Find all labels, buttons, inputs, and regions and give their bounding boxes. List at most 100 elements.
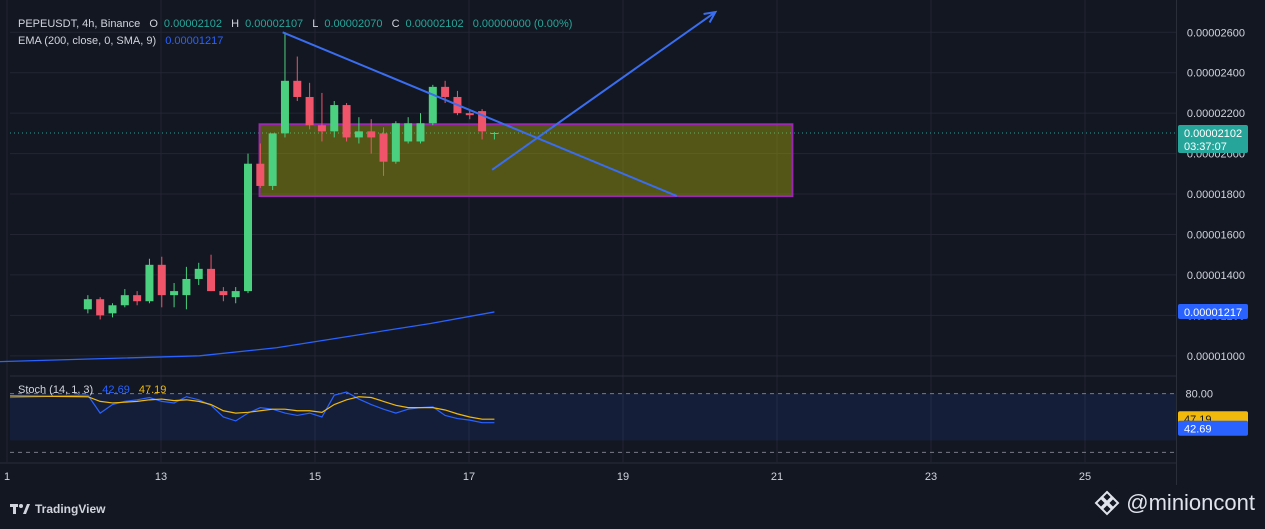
close-value: 0.00002102 [405,18,464,30]
candle[interactable] [231,287,240,304]
tradingview-logo[interactable]: TradingView [10,502,105,516]
ema-line [0,311,495,363]
stoch-label: Stoch (14, 1, 3) [18,384,94,396]
last-price-badge-bg [1178,124,1248,153]
candle-body [428,86,437,124]
candle[interactable] [354,117,363,144]
candle-body [416,123,425,142]
candle-body [379,133,388,162]
y-tick-label: 0.00002200 [1187,108,1245,120]
candle-body [317,125,326,132]
ema-polyline [0,311,495,363]
candle-body [133,295,142,302]
candle[interactable] [391,121,400,164]
candle[interactable] [379,127,388,176]
candle[interactable] [96,297,105,320]
candle[interactable] [280,32,289,138]
candle[interactable] [305,82,314,130]
candle[interactable] [170,283,179,308]
stoch-upper-label: 80.00 [1185,389,1213,401]
arrow-head[interactable] [703,10,718,24]
x-tick-label: 21 [771,471,783,483]
x-tick-label: 1 [4,471,10,483]
candle-body [342,105,351,138]
ema-value: 0.00001217 [165,35,224,47]
stoch-d-line [9,395,495,420]
candle-body [391,123,400,162]
candle[interactable] [108,303,117,318]
last-price-badge-text: 0.00002102 [1184,128,1242,140]
candle[interactable] [120,289,129,308]
y-tick-label: 0.00001800 [1187,189,1245,201]
candle-body [170,291,179,296]
drawings[interactable] [282,10,718,197]
x-tick-label: 17 [463,471,475,483]
candle[interactable] [404,117,413,144]
candle-body [83,299,92,310]
candle-body [231,291,240,298]
candle[interactable] [293,56,302,102]
candle-body [194,268,203,279]
x-tick-label: 23 [925,471,937,483]
tradingview-icon [10,504,30,514]
stoch-panel [9,391,1176,453]
open-label: O [149,18,158,30]
x-tick-label: 19 [617,471,629,483]
candle[interactable] [268,133,277,190]
candle[interactable] [207,254,216,292]
candle[interactable] [145,258,154,304]
x-tick-label: 15 [309,471,321,483]
candle-body [207,268,216,292]
candle[interactable] [256,143,265,188]
high-label: H [231,18,240,30]
candle-body [293,80,302,97]
candle-body [367,131,376,138]
candle[interactable] [182,266,191,310]
candle-body [330,105,339,132]
candle[interactable] [83,295,92,314]
ema-price-badge-text: 0.00001217 [1184,307,1242,319]
candle-body [108,305,117,314]
candle[interactable] [342,103,351,142]
support-zone-rectangle[interactable] [258,123,794,198]
candle[interactable] [219,287,228,302]
candle[interactable] [428,84,437,126]
candle-body [280,80,289,134]
candle-body [256,163,265,186]
stoch-k-badge: 42.69 [1178,420,1248,436]
open-value: 0.00002102 [163,18,223,30]
candle-body [268,133,277,186]
candle[interactable] [133,291,142,306]
candle-body [120,295,129,306]
binance-icon [1094,490,1120,516]
candle[interactable] [317,92,326,142]
y-tick-label: 0.00002400 [1187,68,1245,80]
candle[interactable] [330,101,339,138]
stoch-header: Stoch (14, 1, 3) 42.69 47.19 [18,384,172,396]
candle[interactable] [157,256,166,308]
candles[interactable] [83,32,499,320]
stoch-k-value: 42.69 [102,384,130,396]
candle[interactable] [194,262,203,286]
candle-body [404,123,413,142]
low-value: 0.00002070 [324,18,383,30]
candle-body [490,132,499,134]
candle-body [465,113,474,116]
candle-body [182,278,191,296]
trendline[interactable] [282,31,678,197]
watermark-label: @minioncont [1126,490,1255,515]
arrow-line[interactable] [491,11,716,171]
ema-header: EMA (200, close, 0, SMA, 9) 0.00001217 [18,35,229,47]
y-tick-label: 0.00001000 [1187,351,1245,363]
candle-body [219,291,228,296]
candle-body [145,264,154,302]
candle[interactable] [416,113,425,144]
brand-label: TradingView [35,502,106,516]
stoch-band [10,393,1176,441]
candle[interactable] [367,119,376,154]
candle[interactable] [490,131,499,140]
candle[interactable] [244,153,253,294]
